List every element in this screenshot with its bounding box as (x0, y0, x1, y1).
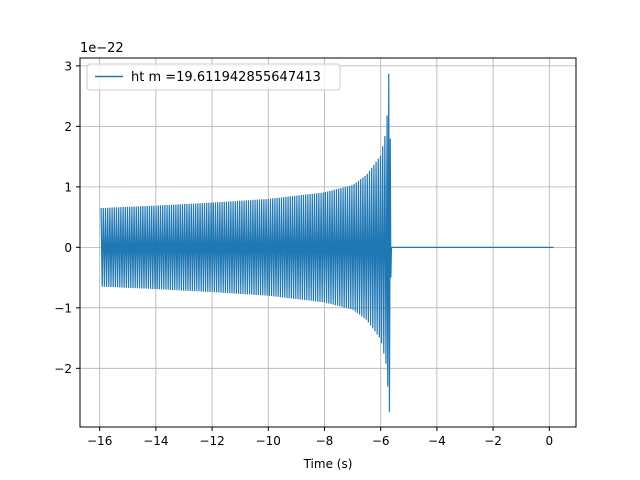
y-tick-label: 2 (64, 120, 72, 134)
x-tick-label: −14 (143, 434, 168, 448)
y-tick-label: 1 (64, 180, 72, 194)
x-tick-label: −12 (199, 434, 224, 448)
x-tick-label: 0 (545, 434, 553, 448)
y-tick-label: 0 (64, 241, 72, 255)
y-tick-label: −2 (54, 362, 72, 376)
x-tick-label: −8 (316, 434, 334, 448)
y-tick-label: 3 (64, 59, 72, 73)
y-tick-label: −1 (54, 301, 72, 315)
legend: ht m =19.611942855647413 (86, 63, 341, 91)
axes-frame (79, 57, 577, 428)
legend-frame (86, 63, 341, 91)
x-tick-label: −4 (428, 434, 446, 448)
series-line (100, 73, 554, 412)
x-tick-label: −2 (484, 434, 502, 448)
x-tick-label: −10 (256, 434, 281, 448)
y-offset-label: 1e−22 (80, 41, 124, 56)
x-tick-label: −16 (87, 434, 112, 448)
legend-label: ht m =19.611942855647413 (131, 70, 321, 85)
plot-area (100, 73, 554, 412)
x-tick-label: −6 (372, 434, 390, 448)
x-axis-label: Time (s) (303, 457, 353, 471)
